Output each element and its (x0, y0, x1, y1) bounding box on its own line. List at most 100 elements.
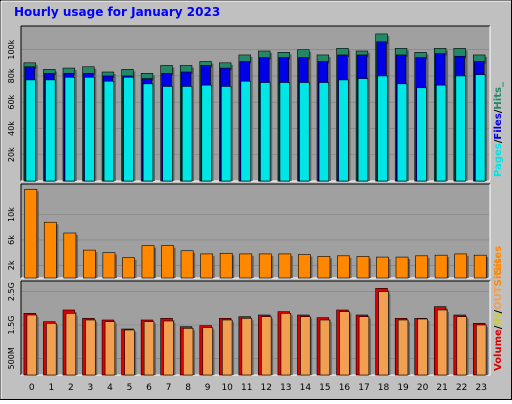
out-bar (202, 327, 213, 376)
sites-bar (83, 249, 96, 279)
sites-bar (454, 253, 468, 279)
out-bar (26, 314, 37, 376)
volume-panel-axis-label-part: Sites (493, 258, 504, 286)
out-bar (339, 311, 350, 376)
x-tick-label: 2 (68, 383, 74, 393)
hits-panel-tick-label: 60k (7, 94, 16, 109)
pages-bar (318, 82, 330, 182)
sites-bar (434, 254, 448, 279)
volume-panel-tick-label: 2.5G (7, 282, 16, 301)
pages-bar (84, 76, 95, 182)
pages-bar (279, 82, 290, 182)
pages-bar (45, 79, 56, 182)
volume-panel-axis-label-part: / (493, 309, 504, 313)
pages-bar (240, 80, 251, 182)
out-bar (280, 313, 291, 376)
x-tick-label: 1 (48, 383, 54, 393)
pages-bar (103, 80, 115, 182)
pages-bar (475, 74, 486, 182)
hits-panel-axis-label-part: / (493, 109, 504, 113)
hits-panel-axis-label: Pages/Files/Hits_ (493, 82, 504, 177)
out-bar (378, 291, 389, 376)
sites-bar (395, 256, 409, 279)
sites-bar (317, 256, 331, 279)
x-tick-label: 10 (221, 383, 233, 393)
sites-bar (473, 254, 487, 279)
x-tick-label: 5 (127, 383, 133, 393)
pages-bar (260, 82, 271, 182)
pages-bar (416, 87, 427, 182)
x-tick-label: 18 (378, 383, 390, 393)
hits-panel-axis-label-part: Files (493, 113, 504, 139)
out-bar (85, 319, 96, 376)
volume-panel-axis-label-part: Volume (493, 329, 504, 371)
sites-panel-background (21, 184, 490, 278)
x-tick-label: 12 (261, 383, 272, 393)
out-bar (182, 328, 194, 376)
sites-bar (278, 253, 292, 279)
out-bar (417, 318, 428, 376)
sites-panel-tick-label: 10k (7, 207, 16, 222)
x-tick-label: 20 (417, 383, 429, 393)
out-bar (241, 318, 252, 376)
sites-bar (239, 253, 253, 279)
out-bar (476, 324, 487, 376)
x-tick-label: 14 (300, 383, 312, 393)
x-tick-label: 0 (29, 383, 35, 393)
sites-panel-tick-label: 6k (7, 235, 16, 245)
x-tick-label: 3 (88, 383, 94, 393)
out-bar (300, 316, 311, 376)
x-tick-label: 8 (185, 383, 191, 393)
x-tick-label: 6 (146, 383, 152, 393)
x-tick-label: 22 (456, 383, 467, 393)
x-tick-label: 4 (107, 383, 113, 393)
x-tick-label: 17 (358, 383, 369, 393)
x-tick-label: 9 (205, 383, 211, 393)
pages-bar (181, 86, 193, 182)
volume-panel-axis-label: Volume/IN/OUTSites (493, 258, 504, 371)
sites-bar (24, 188, 38, 279)
out-bar (261, 316, 272, 376)
volume-panel-tick-label: 1.5G (7, 316, 16, 335)
sites-panel-tick-label: 2k (7, 260, 16, 270)
hits-panel-axis-label-part: / (493, 139, 504, 143)
volume-panel-axis-label-part: OUT (493, 286, 504, 310)
sites-bar (161, 245, 174, 279)
pages-bar (25, 79, 36, 182)
out-bar (397, 319, 409, 376)
x-tick-label: 13 (280, 383, 291, 393)
pages-bar (357, 78, 369, 182)
pages-bar (377, 75, 388, 182)
volume-panel-background (21, 281, 490, 375)
sites-panel: 2k 6k 10k Sites (7, 183, 504, 279)
x-tick-label: 7 (166, 383, 172, 393)
hits-panel-background (21, 26, 490, 181)
sites-bar (102, 252, 116, 279)
pages-bar (142, 83, 154, 182)
out-bar (222, 319, 233, 376)
x-tick-label: 21 (436, 383, 447, 393)
out-bar (124, 329, 135, 376)
x-tick-label: 15 (319, 383, 330, 393)
sites-bar (63, 232, 77, 279)
out-bar (456, 316, 467, 376)
hits-panel-tick-label: 80k (7, 68, 16, 83)
out-bar (358, 316, 370, 376)
x-tick-label: 11 (241, 383, 252, 393)
out-bar (46, 323, 57, 376)
sites-bar (43, 221, 57, 279)
sites-bar (122, 257, 135, 279)
out-bar (163, 320, 174, 376)
out-bar (65, 313, 77, 376)
sites-panel-axis-label-part: Sites (493, 246, 504, 274)
hits-panel-tick-label: 100k (7, 39, 16, 59)
pages-bar (162, 86, 173, 182)
out-bar (143, 321, 155, 376)
volume-panel-tick-label: 500M (7, 347, 16, 369)
pages-bar (396, 83, 408, 182)
x-tick-label: 16 (339, 383, 351, 393)
sites-bar (297, 254, 311, 279)
